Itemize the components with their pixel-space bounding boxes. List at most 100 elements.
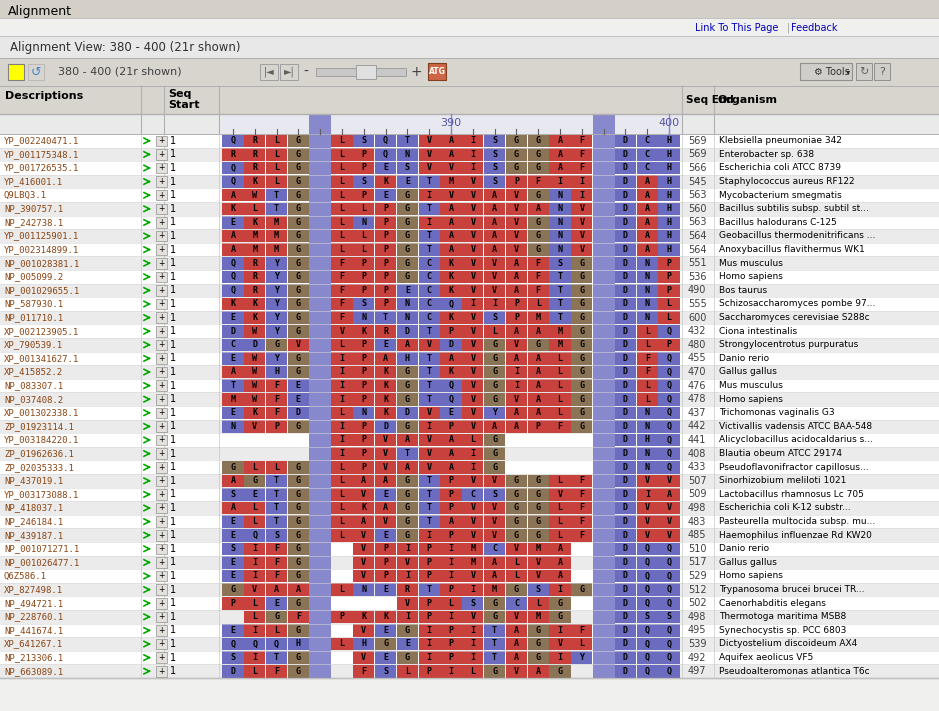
Text: 1: 1	[170, 503, 177, 513]
Text: V: V	[426, 150, 432, 159]
Bar	[615, 665, 636, 678]
Bar	[316, 68, 406, 76]
Text: P: P	[383, 259, 388, 268]
Bar	[309, 651, 331, 664]
Bar	[549, 529, 571, 542]
Text: V: V	[470, 313, 475, 322]
Text: K: K	[383, 612, 388, 621]
Bar	[506, 407, 527, 419]
Text: Ciona intestinalis: Ciona intestinalis	[719, 326, 797, 336]
Text: XP_001341627.1: XP_001341627.1	[4, 354, 79, 363]
Bar	[397, 325, 418, 338]
Text: L: L	[274, 177, 279, 186]
Bar	[0, 379, 939, 392]
Bar	[331, 230, 352, 242]
Bar	[0, 515, 939, 528]
Text: V: V	[514, 545, 519, 553]
Text: Y: Y	[579, 653, 584, 662]
Text: G: G	[558, 599, 562, 608]
Bar	[440, 325, 462, 338]
Text: Blautia obeum ATCC 29174: Blautia obeum ATCC 29174	[719, 449, 842, 458]
Text: G: G	[579, 381, 584, 390]
Bar	[331, 134, 352, 147]
Bar	[223, 176, 243, 188]
Text: G: G	[579, 585, 584, 594]
Text: Y: Y	[492, 408, 497, 417]
Bar	[419, 311, 439, 324]
Bar	[309, 406, 331, 419]
Bar	[244, 284, 266, 296]
Bar	[156, 367, 166, 378]
Text: F: F	[340, 313, 345, 322]
Text: L: L	[340, 177, 345, 186]
Bar	[375, 556, 396, 569]
Bar	[223, 148, 243, 161]
Text: 483: 483	[688, 517, 706, 527]
Text: E: E	[383, 164, 388, 173]
Bar	[266, 338, 287, 351]
Bar	[156, 285, 166, 296]
Bar	[637, 611, 658, 623]
Text: G: G	[296, 422, 300, 431]
Text: V: V	[667, 517, 671, 526]
Text: A: A	[536, 381, 541, 390]
Bar	[593, 311, 614, 324]
Text: 1: 1	[170, 380, 177, 390]
Bar	[375, 176, 396, 188]
Text: N: N	[362, 585, 366, 594]
Bar	[309, 637, 331, 651]
Text: Bos taurus: Bos taurus	[719, 286, 767, 295]
Bar	[0, 419, 939, 433]
Text: D: D	[623, 164, 628, 173]
Bar	[244, 270, 266, 283]
Text: G: G	[514, 164, 519, 173]
Bar	[287, 311, 309, 324]
Text: 478: 478	[688, 394, 706, 404]
Bar	[0, 175, 939, 188]
Text: Mycobacterium smegmatis: Mycobacterium smegmatis	[719, 191, 841, 200]
Bar	[156, 557, 166, 567]
Bar	[419, 502, 439, 514]
Text: V: V	[253, 422, 257, 431]
Bar	[375, 502, 396, 514]
Bar	[397, 651, 418, 664]
Bar	[223, 298, 243, 310]
Text: Q: Q	[645, 585, 650, 594]
Bar	[353, 298, 375, 310]
Text: G: G	[296, 218, 300, 227]
Bar	[506, 148, 527, 161]
Text: +: +	[158, 299, 164, 309]
Text: NP_390757.1: NP_390757.1	[4, 204, 63, 213]
Text: Alignment View: 380 - 400 (21r shown): Alignment View: 380 - 400 (21r shown)	[10, 41, 240, 55]
Text: D: D	[623, 503, 628, 513]
Text: S: S	[362, 137, 366, 145]
Bar	[309, 392, 331, 406]
Bar	[223, 365, 243, 378]
Text: G: G	[536, 476, 541, 486]
Bar	[637, 529, 658, 542]
Bar	[571, 515, 593, 528]
Text: I: I	[449, 558, 454, 567]
Bar	[528, 148, 548, 161]
Text: A: A	[536, 354, 541, 363]
Text: Q: Q	[383, 150, 388, 159]
Text: Trypanosoma brucei brucei TR...: Trypanosoma brucei brucei TR...	[719, 585, 865, 594]
Text: C: C	[426, 313, 432, 322]
Bar	[244, 338, 266, 351]
Bar	[528, 651, 548, 664]
Bar	[658, 638, 680, 651]
Bar	[156, 245, 166, 255]
Text: W: W	[253, 191, 257, 200]
Text: G: G	[492, 341, 497, 349]
Bar	[419, 542, 439, 555]
Text: I: I	[253, 558, 257, 567]
Bar	[593, 242, 614, 257]
Text: H: H	[667, 137, 671, 145]
Text: I: I	[514, 381, 519, 390]
Text: D: D	[623, 530, 628, 540]
Text: 1: 1	[170, 191, 177, 201]
Bar	[484, 407, 505, 419]
Text: F: F	[645, 368, 650, 377]
Text: A: A	[558, 572, 562, 580]
Text: I: I	[426, 422, 432, 431]
